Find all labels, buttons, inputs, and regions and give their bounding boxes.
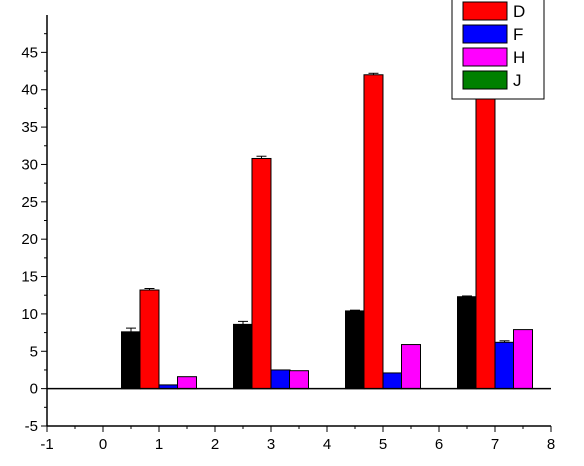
bar-series2-1 [270, 369, 291, 390]
x-tick-label: 5 [379, 436, 387, 453]
bar-series0-3 [457, 296, 477, 390]
x-tick-label: 3 [267, 436, 275, 453]
legend-swatch-j [462, 70, 508, 90]
bar-series3-2 [401, 344, 421, 390]
y-tick-label: 30 [21, 156, 38, 173]
bar-series3-1 [289, 370, 309, 390]
bar-series2-2 [382, 372, 403, 390]
y-tick-label: 45 [21, 44, 38, 61]
y-tick-label: 35 [21, 119, 38, 136]
x-tick-label: 4 [323, 436, 331, 453]
bar-series0-2 [345, 310, 365, 390]
y-tick-label: 25 [21, 194, 38, 211]
y-tick-label: 0 [30, 381, 38, 398]
bar-series0-1 [233, 323, 253, 390]
bar-series1-0 [139, 289, 160, 390]
bar-series0-0 [121, 331, 141, 390]
legend-label-f: F [513, 25, 523, 44]
bar-series3-0 [177, 376, 197, 390]
legend-label-j: J [513, 71, 522, 90]
x-tick-label: 2 [211, 436, 219, 453]
x-tick-label: 0 [99, 436, 107, 453]
x-tick-label: 6 [435, 436, 443, 453]
legend-label-d: D [513, 2, 525, 21]
bar-series2-3 [494, 341, 515, 390]
x-tick-label: 1 [155, 436, 163, 453]
x-tick-label: 8 [547, 436, 555, 453]
bar-series1-1 [251, 157, 272, 390]
bar-series1-2 [363, 74, 384, 390]
y-tick-label: -5 [25, 418, 38, 435]
legend-swatch-h [462, 47, 508, 67]
y-tick-label: 10 [21, 306, 38, 323]
bar-series1-3 [475, 89, 496, 390]
y-tick-label: 15 [21, 269, 38, 286]
y-tick-label: 40 [21, 82, 38, 99]
x-tick-label: 7 [491, 436, 499, 453]
legend-swatch-f [462, 24, 508, 44]
y-tick-label: 5 [30, 343, 38, 360]
legend-swatch-d [462, 1, 508, 21]
bar-series3-3 [513, 329, 533, 390]
legend-label-h: H [513, 48, 525, 67]
bars-layer [121, 72, 533, 390]
x-tick-label: -1 [40, 436, 53, 453]
y-tick-label: 20 [21, 231, 38, 248]
